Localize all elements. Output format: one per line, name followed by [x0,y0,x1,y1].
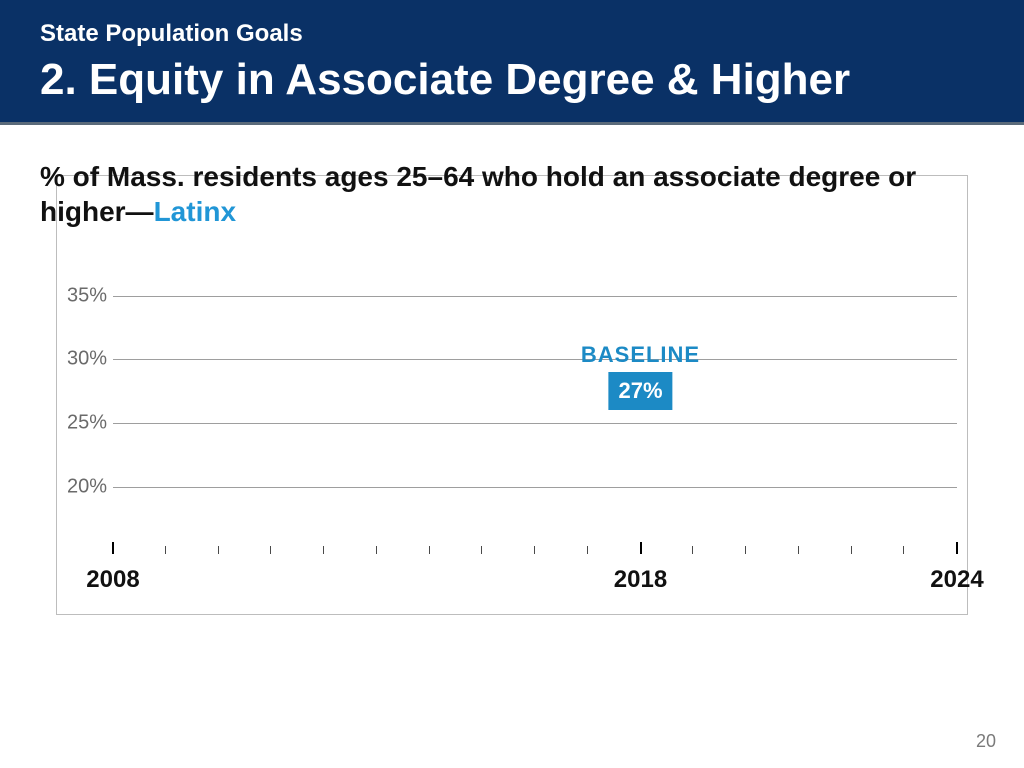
header-band: State Population Goals 2. Equity in Asso… [0,0,1024,122]
x-tick-minor [745,546,746,554]
y-tick-label: 30% [63,348,107,371]
baseline-marker: BASELINE 27% [581,342,700,410]
content-area: % of Mass. residents ages 25–64 who hold… [0,125,1024,229]
x-tick-minor [798,546,799,554]
x-tick-minor [692,546,693,554]
slide: State Population Goals 2. Equity in Asso… [0,0,1024,768]
x-tick-minor [903,546,904,554]
y-tick-label: 25% [63,412,107,435]
y-gridline [113,487,957,488]
x-tick-label: 2024 [930,566,983,594]
x-tick-minor [270,546,271,554]
x-tick-minor [323,546,324,554]
chart-container: 20% 25% 30% 35% 200820182024 BASELINE 27% [56,175,968,615]
x-tick-minor [376,546,377,554]
x-tick-major [956,542,958,554]
x-tick-major [640,542,642,554]
y-gridline [113,359,957,360]
y-gridline [113,423,957,424]
chart-title: % of Mass. residents ages 25–64 who hold… [40,159,984,229]
x-tick-minor [851,546,852,554]
header-title: 2. Equity in Associate Degree & Higher [40,56,984,104]
baseline-value: 27% [608,372,672,410]
x-tick-label: 2018 [614,566,667,594]
chart-title-emphasis: Latinx [154,196,236,227]
x-tick-minor [534,546,535,554]
y-tick-label: 20% [63,475,107,498]
x-tick-label: 2008 [86,566,139,594]
chart-plot-area: 20%25%30%35%200820182024BASELINE27% [113,270,957,550]
baseline-label: BASELINE [581,342,700,368]
x-axis: 200820182024 [113,553,957,554]
x-tick-minor [587,546,588,554]
header-subtitle: State Population Goals [40,20,984,48]
x-tick-minor [481,546,482,554]
x-tick-minor [429,546,430,554]
x-tick-minor [218,546,219,554]
x-tick-minor [165,546,166,554]
y-gridline [113,296,957,297]
y-tick-label: 35% [63,284,107,307]
page-number: 20 [976,731,996,752]
x-tick-major [112,542,114,554]
